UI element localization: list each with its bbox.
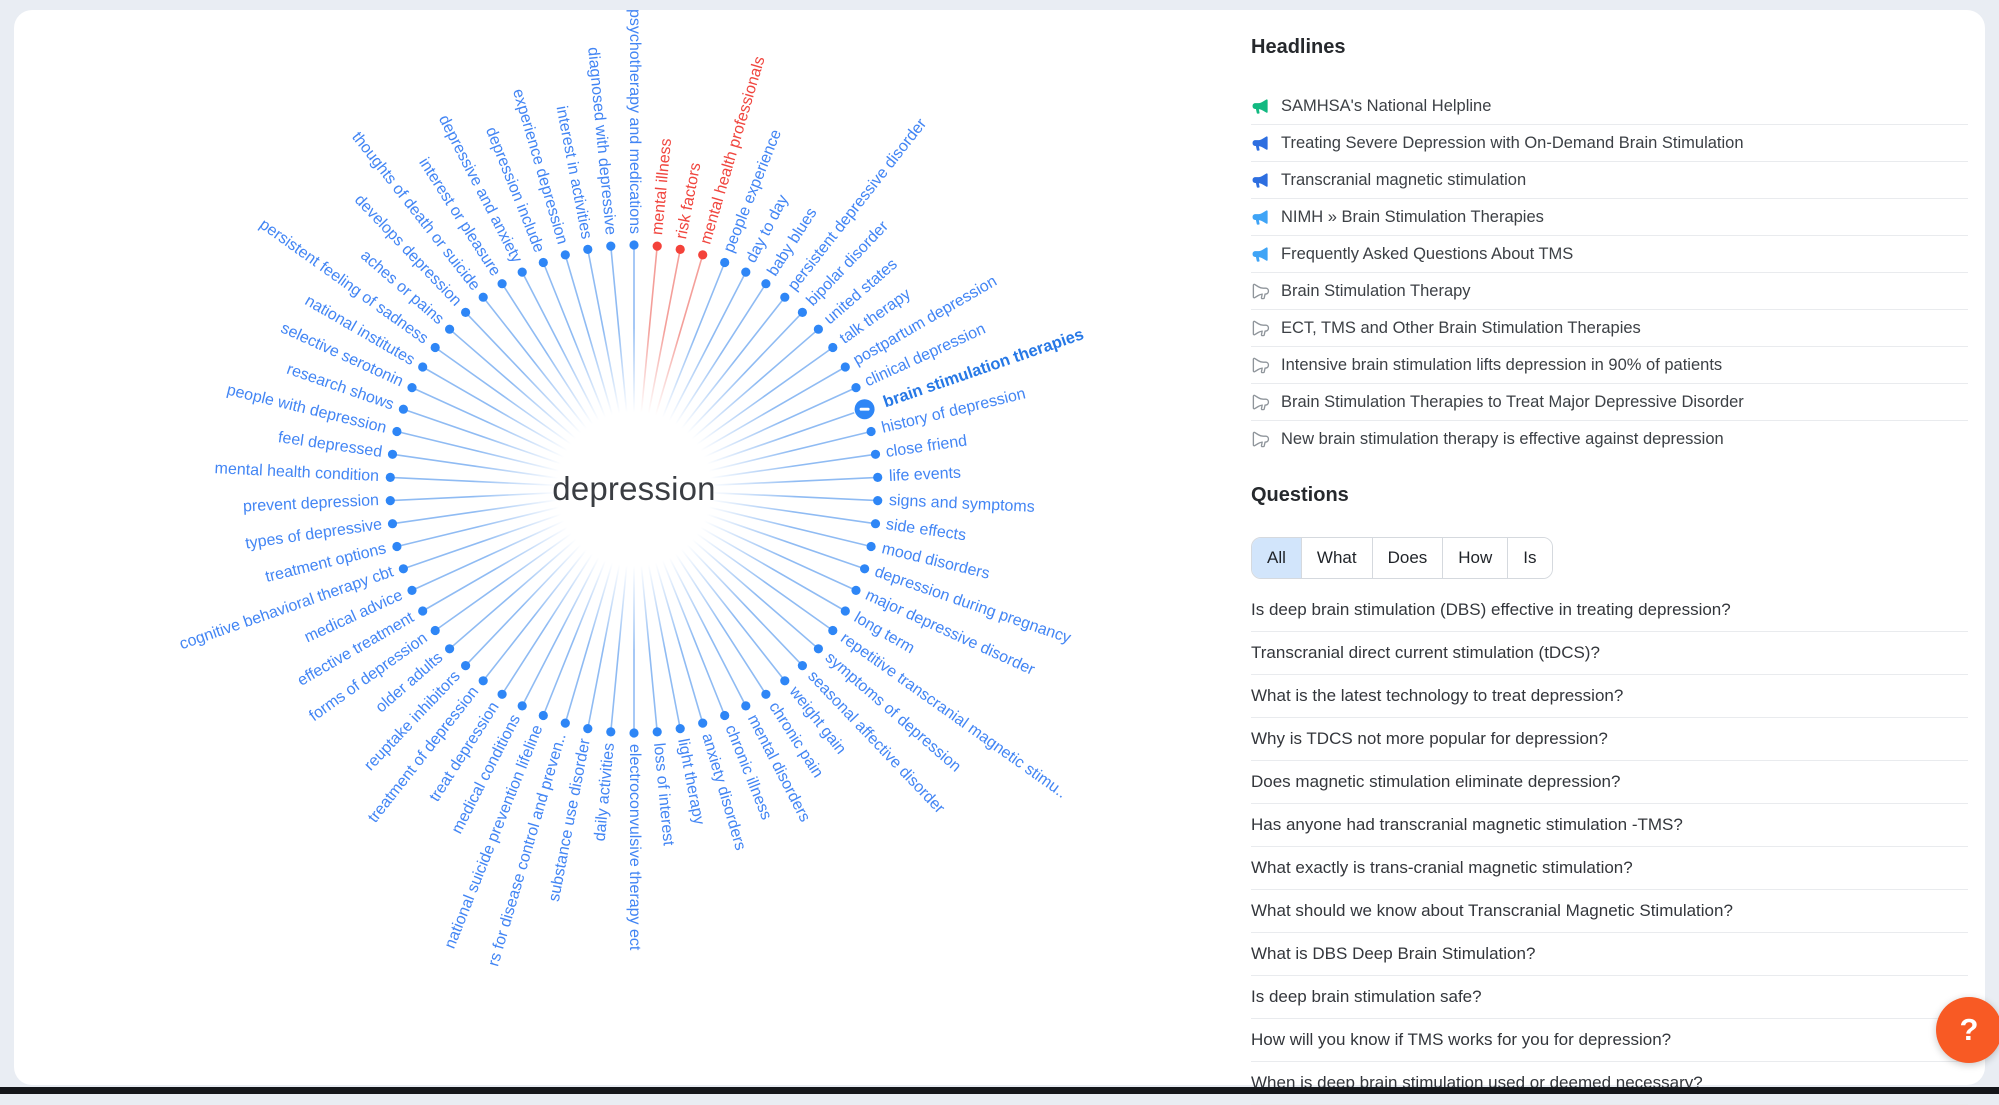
- window-bottom-edge: [0, 1087, 1999, 1094]
- headlines-title: Headlines: [1251, 36, 1346, 58]
- question-item[interactable]: What is the latest technology to treat d…: [1251, 675, 1968, 718]
- filter-tab-all[interactable]: All: [1252, 538, 1302, 578]
- megaphone-icon: [1251, 319, 1270, 338]
- megaphone-icon: [1251, 97, 1270, 116]
- help-button[interactable]: ?: [1936, 997, 1999, 1063]
- megaphone-icon: [1251, 430, 1270, 449]
- wheel-center-keyword: depression: [552, 470, 716, 507]
- filter-tab-how[interactable]: How: [1443, 538, 1509, 578]
- filter-tab-is[interactable]: Is: [1508, 538, 1552, 578]
- question-filter-tabs: All What Does How Is: [1251, 537, 1553, 579]
- headline-text: ECT, TMS and Other Brain Stimulation The…: [1281, 318, 1641, 337]
- headline-list: SAMHSA's National Helpline Treating Sever…: [1251, 88, 1968, 457]
- headline-text: SAMHSA's National Helpline: [1281, 96, 1492, 115]
- question-item[interactable]: Does magnetic stimulation eliminate depr…: [1251, 761, 1968, 804]
- headline-item[interactable]: Treating Severe Depression with On-Deman…: [1251, 125, 1968, 162]
- question-item[interactable]: Is deep brain stimulation (DBS) effectiv…: [1251, 589, 1968, 632]
- question-item[interactable]: Has anyone had transcranial magnetic sti…: [1251, 804, 1968, 847]
- question-item[interactable]: Is deep brain stimulation safe?: [1251, 976, 1968, 1019]
- question-item[interactable]: What exactly is trans-cranial magnetic s…: [1251, 847, 1968, 890]
- headline-text: Treating Severe Depression with On-Deman…: [1281, 133, 1744, 152]
- question-item[interactable]: When is deep brain stimulation used or d…: [1251, 1062, 1968, 1105]
- headline-text: Transcranial magnetic stimulation: [1281, 170, 1527, 189]
- wheel-keyword[interactable]: electroconvulsive therapy ect: [626, 744, 643, 951]
- app-card: [14, 10, 1985, 1085]
- question-item[interactable]: What should we know about Transcranial M…: [1251, 890, 1968, 933]
- headline-text: Intensive brain stimulation lifts depres…: [1281, 355, 1723, 374]
- wheel-keyword[interactable]: life events: [888, 464, 962, 485]
- question-item[interactable]: Why is TDCS not more popular for depress…: [1251, 718, 1968, 761]
- megaphone-icon: [1251, 356, 1270, 375]
- filter-tab-what[interactable]: What: [1301, 538, 1373, 578]
- questions-title: Questions: [1251, 484, 1349, 506]
- headline-item[interactable]: Brain Stimulation Therapies to Treat Maj…: [1251, 384, 1968, 421]
- headline-item[interactable]: Brain Stimulation Therapy: [1251, 273, 1968, 310]
- megaphone-icon: [1251, 282, 1270, 301]
- filter-tab-does[interactable]: Does: [1372, 538, 1444, 578]
- headline-item[interactable]: NIMH » Brain Stimulation Therapies: [1251, 199, 1968, 236]
- question-item[interactable]: Transcranial direct current stimulation …: [1251, 632, 1968, 675]
- headline-item[interactable]: SAMHSA's National Helpline: [1251, 88, 1968, 125]
- megaphone-icon: [1251, 134, 1270, 153]
- question-item[interactable]: How will you know if TMS works for you f…: [1251, 1019, 1968, 1062]
- headline-text: Brain Stimulation Therapy: [1281, 281, 1471, 300]
- question-item[interactable]: What is DBS Deep Brain Stimulation?: [1251, 933, 1968, 976]
- headline-item[interactable]: New brain stimulation therapy is effecti…: [1251, 421, 1968, 457]
- wheel-keyword[interactable]: psychotherapy and medications: [626, 8, 643, 234]
- headline-item[interactable]: Transcranial magnetic stimulation: [1251, 162, 1968, 199]
- headline-text: New brain stimulation therapy is effecti…: [1281, 429, 1724, 448]
- headline-text: Brain Stimulation Therapies to Treat Maj…: [1281, 392, 1744, 411]
- headline-text: NIMH » Brain Stimulation Therapies: [1281, 207, 1544, 226]
- megaphone-icon: [1251, 393, 1270, 412]
- headline-item[interactable]: Frequently Asked Questions About TMS: [1251, 236, 1968, 273]
- headline-item[interactable]: ECT, TMS and Other Brain Stimulation The…: [1251, 310, 1968, 347]
- megaphone-icon: [1251, 245, 1270, 264]
- headline-text: Frequently Asked Questions About TMS: [1281, 244, 1574, 263]
- megaphone-icon: [1251, 208, 1270, 227]
- headline-item[interactable]: Intensive brain stimulation lifts depres…: [1251, 347, 1968, 384]
- question-list: Is deep brain stimulation (DBS) effectiv…: [1251, 589, 1968, 1105]
- megaphone-icon: [1251, 171, 1270, 190]
